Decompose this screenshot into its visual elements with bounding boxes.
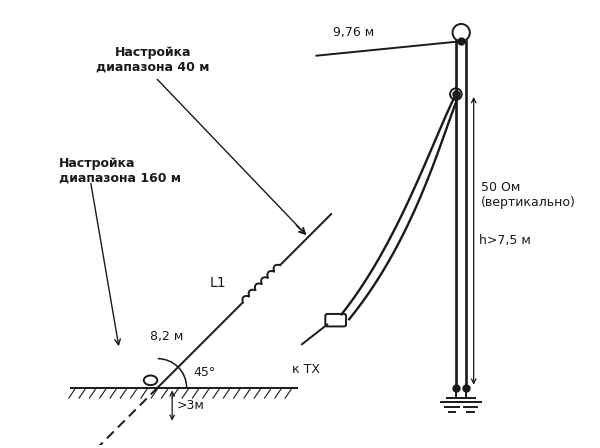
Text: 45°: 45° xyxy=(194,366,216,379)
Text: L1: L1 xyxy=(209,276,226,290)
Text: 8,2 м: 8,2 м xyxy=(150,330,184,343)
Text: h>7,5 м: h>7,5 м xyxy=(479,234,530,247)
Circle shape xyxy=(450,88,461,100)
Circle shape xyxy=(452,24,470,41)
Text: 50 Ом
(вертикально): 50 Ом (вертикально) xyxy=(481,181,576,209)
Text: к ТХ: к ТХ xyxy=(292,363,320,376)
Text: >3м: >3м xyxy=(177,399,205,412)
Text: Настройка
диапазона 160 м: Настройка диапазона 160 м xyxy=(59,157,181,185)
Text: 9,76 м: 9,76 м xyxy=(333,26,374,39)
FancyBboxPatch shape xyxy=(325,314,346,327)
Text: Настройка
диапазона 40 м: Настройка диапазона 40 м xyxy=(96,46,209,74)
